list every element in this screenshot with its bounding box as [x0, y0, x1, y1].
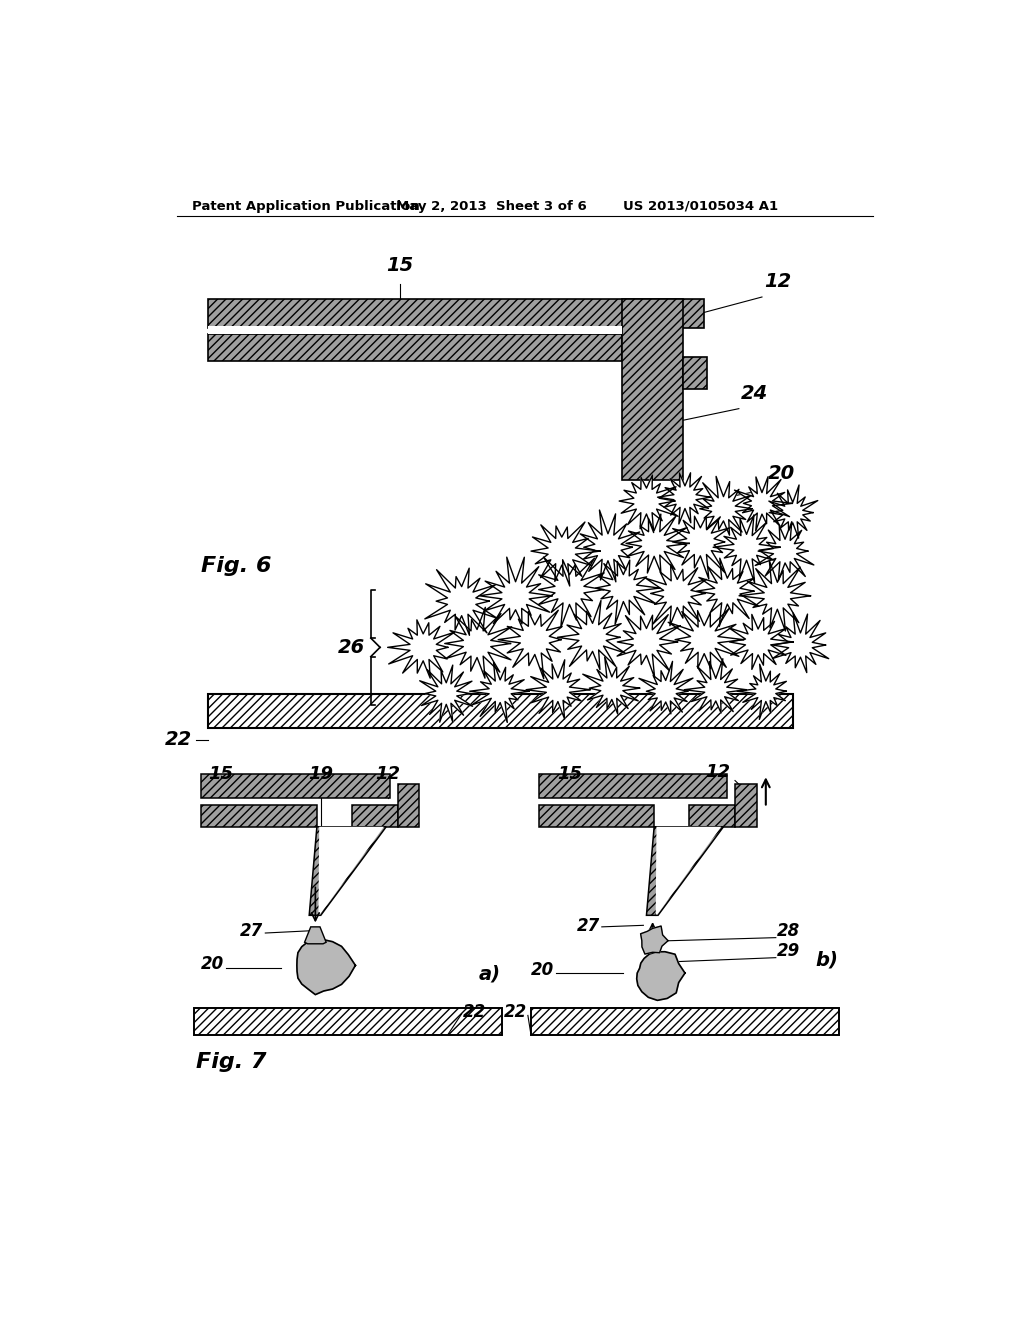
Polygon shape [734, 477, 793, 531]
Polygon shape [626, 513, 689, 573]
Polygon shape [739, 561, 810, 631]
Bar [531, 1007, 839, 1035]
Bar [397, 784, 419, 826]
Polygon shape [769, 484, 818, 539]
Polygon shape [318, 826, 386, 915]
Text: 24: 24 [741, 384, 768, 404]
Polygon shape [304, 927, 326, 944]
Text: 26: 26 [338, 638, 366, 657]
Polygon shape [420, 665, 472, 722]
Polygon shape [581, 510, 640, 582]
Text: 27: 27 [577, 916, 600, 935]
Polygon shape [444, 607, 512, 678]
Text: 29: 29 [777, 942, 801, 960]
Text: 22: 22 [463, 1003, 486, 1020]
Polygon shape [641, 927, 668, 954]
Text: 22: 22 [504, 1003, 527, 1020]
Polygon shape [699, 477, 752, 535]
Polygon shape [669, 609, 743, 669]
Polygon shape [657, 473, 710, 524]
Polygon shape [425, 568, 497, 635]
Polygon shape [470, 663, 529, 722]
Polygon shape [737, 664, 786, 719]
Text: 15: 15 [386, 256, 414, 276]
Bar [208, 334, 622, 360]
Text: 15: 15 [208, 766, 233, 783]
Text: 20: 20 [530, 961, 554, 978]
Polygon shape [539, 557, 604, 628]
Text: 12: 12 [764, 272, 792, 290]
Polygon shape [498, 610, 562, 678]
Text: 12: 12 [705, 763, 730, 780]
Polygon shape [772, 612, 828, 673]
Text: 20: 20 [768, 465, 796, 483]
Text: 22: 22 [165, 730, 193, 750]
Text: 28: 28 [777, 923, 801, 940]
Bar [735, 784, 757, 826]
Polygon shape [309, 826, 351, 915]
Polygon shape [479, 557, 552, 624]
Polygon shape [617, 615, 680, 677]
Bar [539, 775, 727, 797]
Bar [208, 300, 705, 327]
Polygon shape [620, 475, 678, 532]
Polygon shape [646, 565, 707, 626]
Text: 19: 19 [308, 766, 333, 783]
Bar [194, 1007, 502, 1035]
Text: 15: 15 [557, 766, 582, 783]
Polygon shape [526, 660, 590, 719]
Polygon shape [756, 521, 814, 581]
Bar [689, 805, 735, 826]
Bar [208, 693, 793, 729]
Polygon shape [646, 826, 689, 915]
Bar [683, 358, 707, 389]
Text: 12: 12 [375, 766, 400, 783]
Text: Patent Application Publication: Patent Application Publication [193, 199, 420, 213]
Polygon shape [713, 515, 780, 582]
Text: Fig. 6: Fig. 6 [202, 557, 272, 577]
Bar [622, 300, 683, 480]
Polygon shape [696, 558, 759, 627]
Polygon shape [729, 614, 794, 669]
Text: May 2, 2013  Sheet 3 of 6: May 2, 2013 Sheet 3 of 6 [396, 199, 587, 213]
Polygon shape [297, 936, 355, 995]
Bar [208, 326, 622, 334]
Polygon shape [637, 952, 685, 1001]
Polygon shape [639, 661, 693, 714]
Bar [202, 805, 316, 826]
Polygon shape [596, 560, 659, 624]
Bar [539, 805, 654, 826]
Polygon shape [318, 826, 384, 915]
Polygon shape [388, 620, 455, 678]
Text: b): b) [816, 950, 839, 969]
Text: a): a) [478, 964, 501, 983]
Polygon shape [684, 659, 746, 713]
Text: 20: 20 [202, 956, 224, 973]
Polygon shape [655, 826, 721, 915]
Polygon shape [583, 657, 640, 714]
Polygon shape [673, 516, 729, 579]
Polygon shape [655, 826, 724, 915]
Text: US 2013/0105034 A1: US 2013/0105034 A1 [624, 199, 778, 213]
Polygon shape [557, 601, 625, 669]
Bar [351, 805, 397, 826]
Text: 27: 27 [240, 923, 263, 940]
Polygon shape [531, 521, 600, 586]
Text: Fig. 7: Fig. 7 [196, 1052, 266, 1072]
Bar [202, 775, 390, 797]
